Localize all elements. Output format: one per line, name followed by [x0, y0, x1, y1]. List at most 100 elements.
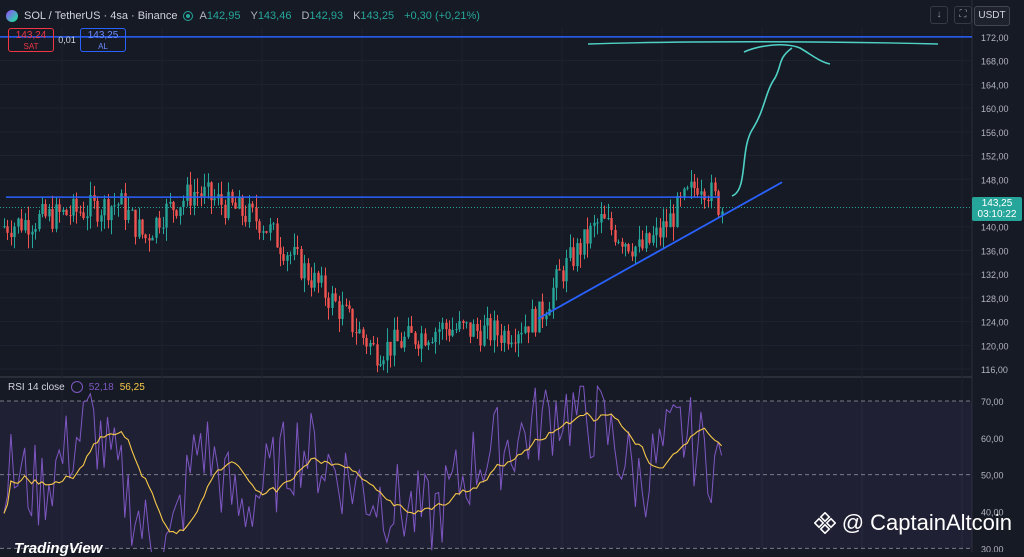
candle-body [345, 304, 348, 306]
candle-body [707, 199, 710, 202]
candle-body [148, 238, 151, 241]
candle-body [355, 332, 358, 334]
eye-icon[interactable] [70, 381, 83, 393]
market-status-icon [183, 11, 194, 21]
ohlc-open: A142,95 [199, 10, 241, 22]
arrow-down-icon[interactable]: ↓ [930, 6, 948, 24]
candle-body [13, 226, 16, 238]
binance-logo-icon [813, 512, 836, 534]
price-axis-label: 164,00 [981, 80, 1009, 90]
candle-body [103, 199, 106, 216]
candle-body [320, 275, 323, 283]
candle-body [93, 194, 96, 201]
candle-body [503, 330, 506, 343]
candle-body [445, 322, 448, 330]
candle-body [617, 241, 620, 243]
price-axis-label: 124,00 [981, 318, 1009, 328]
candle-body [96, 200, 99, 222]
candle-body [17, 218, 20, 227]
rsi-value: 52,18 [88, 381, 114, 393]
candle-body [365, 337, 368, 347]
candle-body [44, 204, 47, 217]
sol-logo-icon [6, 10, 18, 22]
candle-body [307, 263, 310, 281]
candle-body [496, 320, 499, 336]
candle-body [627, 244, 630, 252]
candle-body [41, 204, 44, 215]
rsi-axis-label: 60,00 [981, 434, 1004, 444]
candle-body [524, 326, 527, 333]
price-change: +0,30 (+0,21%) [404, 10, 480, 22]
rsi-axis-label: 40,00 [981, 508, 1004, 518]
candle-body [393, 329, 396, 356]
buy-price: 143,25 [87, 30, 119, 41]
candle-body [676, 195, 679, 227]
candle-body [638, 239, 641, 247]
rsi-ma-value: 56,25 [119, 381, 145, 393]
sell-label: SAT [23, 42, 39, 51]
candle-body [558, 269, 561, 271]
last-price: 143,25 [981, 198, 1013, 209]
fullscreen-icon[interactable]: ⛶ [954, 6, 972, 24]
price-axis-label: 140,00 [981, 223, 1009, 233]
candle-body [514, 342, 517, 344]
candle-body [227, 191, 230, 219]
candle-body [382, 360, 385, 365]
candle-body [483, 325, 486, 346]
candle-body [158, 217, 161, 228]
candle-body [417, 344, 420, 349]
spread-value: 0,01 [58, 35, 76, 45]
candle-body [714, 182, 717, 192]
candle-body [75, 198, 78, 212]
candle-body [420, 333, 423, 349]
price-axis-label: 132,00 [981, 270, 1009, 280]
price-axis-label: 172,00 [981, 33, 1009, 43]
candle-body [124, 193, 127, 221]
candle-body [165, 203, 168, 228]
candle-body [213, 198, 216, 201]
candle-body [27, 220, 30, 235]
candle-body [272, 223, 275, 225]
candle-body [107, 199, 110, 221]
grid [0, 0, 973, 552]
candle-body [279, 247, 282, 255]
candle-body [258, 221, 261, 233]
candle-body [324, 275, 327, 298]
rsi-axis-label: 30,00 [981, 544, 1004, 552]
candle-body [234, 202, 237, 209]
candle-body [389, 341, 392, 356]
candle-body [438, 329, 441, 332]
candle-body [34, 229, 37, 232]
candle-body [210, 182, 213, 201]
candle-body [282, 254, 285, 261]
candle-body [583, 229, 586, 255]
candle-body [624, 244, 627, 247]
drawings [0, 36, 972, 320]
candle-body [175, 210, 178, 217]
ohlc-close: K143,25 [353, 10, 395, 22]
candle-body [186, 184, 189, 201]
sell-button[interactable]: 143,24 SAT [8, 28, 54, 52]
symbol-title[interactable]: SOL / TetherUS · 4sa · Binance [24, 10, 178, 22]
symbol-header: SOL / TetherUS · 4sa · Binance A142,95 Y… [6, 6, 484, 26]
candle-body [507, 330, 510, 345]
price-axis-label: 152,00 [981, 152, 1009, 162]
candle-body [431, 342, 434, 344]
price-axis: 172,00 168,00 164,00 160,00 156,00 152,00 148,… [981, 33, 1009, 552]
rsi-title[interactable]: RSI 14 close [8, 381, 65, 393]
candle-body [38, 214, 41, 230]
candle-body [224, 204, 227, 219]
candle-body [645, 233, 648, 249]
candle-body [65, 209, 68, 216]
candle-body [276, 223, 279, 248]
candle-body [465, 322, 468, 324]
buy-button[interactable]: 143,25 AL [80, 28, 126, 52]
rsi-ma-line [3, 412, 723, 535]
candle-body [69, 215, 72, 217]
price-axis-label: 136,00 [981, 246, 1009, 256]
candle-body [6, 226, 9, 233]
currency-selector[interactable]: USDT [974, 6, 1010, 26]
chart-top-buttons: ↓ ⛶ [930, 6, 972, 24]
rsi-axis-label: 70,00 [981, 397, 1004, 407]
